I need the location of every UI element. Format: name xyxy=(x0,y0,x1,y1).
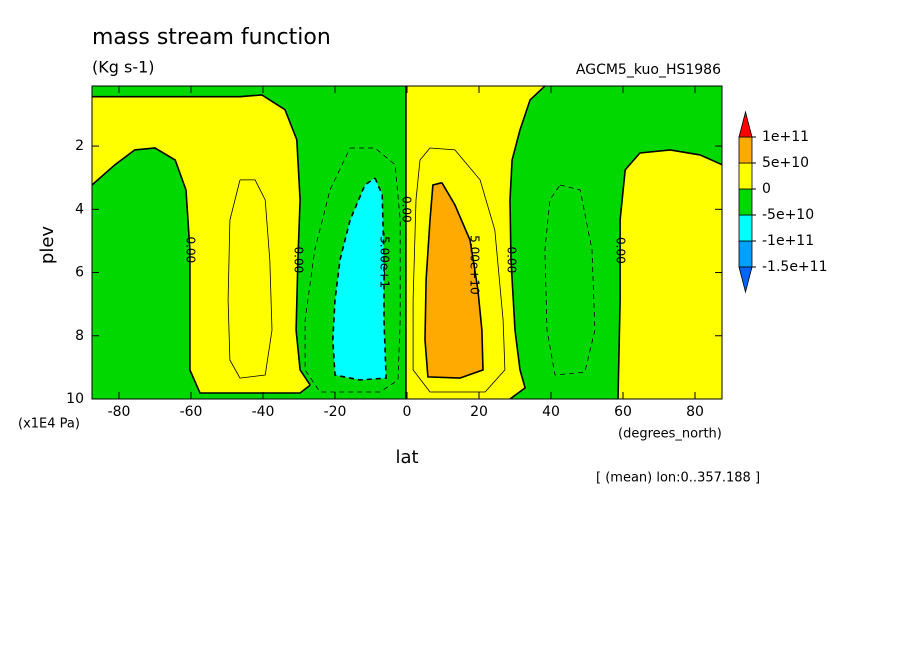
contour-label: 5.00e+10 xyxy=(468,235,482,294)
x-tick-label: 20 xyxy=(470,404,488,420)
contour-label: 0.00 xyxy=(291,247,305,274)
x-tick-label: -80 xyxy=(108,404,131,420)
x-tick-label: 40 xyxy=(542,404,560,420)
colorbar-box xyxy=(738,136,753,164)
colorbar: -1.5e+11 -1e+11 -5e+10 0 5e+10 1e+11 xyxy=(738,110,827,294)
x-axis-units: (degrees_north) xyxy=(618,427,722,442)
contour-line xyxy=(92,94,311,386)
shaded-region xyxy=(92,94,311,394)
shaded-region xyxy=(332,178,387,380)
y-tick-label: 6 xyxy=(75,265,84,281)
x-tick-label: 80 xyxy=(686,404,704,420)
chart-title: mass stream function xyxy=(92,25,331,50)
x-axis-title: lat xyxy=(395,447,418,468)
y-axis-units: (x1E4 Pa) xyxy=(18,417,80,432)
x-tick-label: -20 xyxy=(324,404,347,420)
colorbar-box xyxy=(738,188,753,216)
contour-label: -5.00e+1 xyxy=(378,232,392,288)
colorbar-label: 0 xyxy=(762,181,771,197)
contour-line xyxy=(424,181,484,379)
contour-label: 0.00 xyxy=(183,236,197,263)
contour-label: 0.00 xyxy=(614,237,628,264)
colorbar-over xyxy=(738,110,753,138)
x-tick-label: -40 xyxy=(252,404,275,420)
y-axis-title: plev xyxy=(37,226,58,265)
averaging-note: [ (mean) lon:0..357.188 ] xyxy=(596,471,760,486)
contour-field xyxy=(92,86,722,399)
colorbar-box xyxy=(738,162,753,190)
shaded-region xyxy=(510,86,722,399)
contour-line xyxy=(304,147,401,393)
contour-line xyxy=(544,184,596,376)
contour-label: 0.00 xyxy=(399,196,413,223)
colorbar-box xyxy=(738,240,753,268)
y-tick-label: 8 xyxy=(75,328,84,344)
colorbar-under xyxy=(738,266,753,294)
contour-line xyxy=(412,147,506,393)
contour-line xyxy=(227,179,273,379)
colorbar-label: 5e+10 xyxy=(762,155,809,171)
chart-subtitle: (Kg s-1) xyxy=(92,58,155,77)
colorbar-label: 1e+11 xyxy=(762,129,809,145)
colorbar-label: -1.5e+11 xyxy=(762,259,827,275)
colorbar-label: -1e+11 xyxy=(762,233,814,249)
shaded-region xyxy=(425,182,483,379)
contour-line xyxy=(92,147,311,394)
x-tick-label: 60 xyxy=(614,404,632,420)
x-tick-label: 0 xyxy=(403,404,412,420)
y-tick-label: 2 xyxy=(75,138,84,154)
colorbar-box xyxy=(738,214,753,242)
x-tick-label: -60 xyxy=(180,404,203,420)
y-tick-label: 4 xyxy=(75,201,84,217)
plot-area: 0.00 0.00 -5.00e+1 0.00 5.00e+10 0.00 0.00 xyxy=(91,85,723,400)
contour-line xyxy=(331,177,387,381)
contour-line xyxy=(509,86,546,399)
source-label: AGCM5_kuo_HS1986 xyxy=(576,62,721,78)
contour-line xyxy=(617,149,722,399)
contour-label: 0.00 xyxy=(505,247,519,274)
colorbar-label: -5e+10 xyxy=(762,207,814,223)
y-tick-label: 10 xyxy=(66,391,84,407)
